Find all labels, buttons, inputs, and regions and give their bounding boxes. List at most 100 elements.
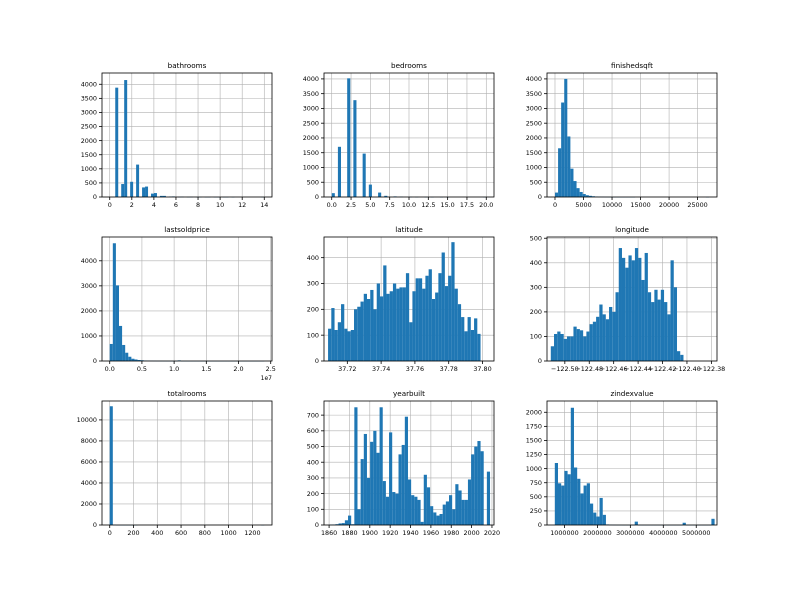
histogram-bar: [682, 522, 686, 525]
histogram-bar: [331, 308, 335, 361]
histogram-bar: [586, 483, 590, 525]
histogram-bar: [337, 322, 342, 361]
histogram-bar: [379, 407, 383, 525]
histogram-bar: [398, 454, 402, 525]
histogram-bar: [615, 292, 619, 361]
x-tick-label: 0.0: [105, 365, 115, 373]
x-tick-label: 5000000: [682, 529, 710, 537]
histogram-bar: [122, 344, 126, 361]
histogram-bar: [567, 474, 571, 525]
histogram-bar: [407, 479, 412, 525]
x-tick-label: 4000000: [649, 529, 677, 537]
y-tick-label: 0: [315, 193, 319, 201]
subplot-title: bathrooms: [168, 61, 207, 70]
histogram-bar: [405, 273, 410, 361]
x-tick-label: 0: [108, 201, 112, 209]
gridlines: [102, 401, 272, 526]
histogram-bar: [457, 304, 462, 361]
y-tick-label: 400: [307, 458, 319, 466]
histogram-bar: [573, 181, 577, 197]
axes-frame: [323, 236, 495, 362]
histogram-bar: [564, 470, 568, 525]
histogram-bar: [647, 292, 652, 361]
x-tick-label: 5000: [575, 201, 591, 209]
y-tick-label: 100: [307, 331, 319, 339]
y-tick-label: 4000: [81, 257, 97, 265]
histogram-bar: [354, 309, 358, 361]
histogram-bar: [560, 333, 564, 361]
x-tick-label: −122.44: [624, 365, 652, 373]
histogram-bar: [589, 503, 594, 525]
x-tick-label: 1000: [220, 529, 236, 537]
histogram-bar: [554, 192, 559, 197]
histogram-bar: [563, 338, 567, 361]
histogram-bar: [445, 501, 450, 525]
histogram-bar: [602, 514, 606, 525]
histogram-bar: [677, 351, 681, 361]
x-tick-label: 25000: [687, 201, 707, 209]
y-tick-label: 3500: [81, 95, 97, 103]
histogram-bar: [402, 287, 406, 361]
histogram-bar: [566, 336, 571, 361]
histogram-bar: [634, 521, 638, 525]
x-tick-label: 37.76: [406, 365, 424, 373]
histogram-bar: [470, 330, 475, 361]
histogram-bar: [392, 492, 396, 525]
histogram-bar: [353, 100, 357, 197]
histogram-bar: [425, 275, 429, 361]
histogram-bar: [554, 333, 558, 361]
y-tick-label: 2000: [526, 134, 542, 142]
histogram-bedrooms: 0.0 2.5 5.0 7.5 10.0 12.5 15.0 17.5 20.0 0 500 1000…: [303, 61, 495, 209]
subplot-title: finishedsqft: [611, 61, 653, 70]
x-tick-label: 12.5: [421, 201, 435, 209]
histogram-bar: [347, 331, 351, 361]
histogram-bar: [366, 477, 371, 525]
y-tick-label: 2000: [81, 137, 97, 145]
y-tick-label: 3500: [303, 90, 319, 98]
histogram-bar: [109, 406, 113, 525]
y-tick-label: 1000: [303, 164, 319, 172]
histogram-bar: [579, 330, 584, 361]
histogram-bar: [477, 333, 481, 361]
x-tick-label: −122.40: [673, 365, 701, 373]
histogram-bar: [567, 136, 571, 197]
histogram-bar: [577, 478, 581, 525]
histogram-bar: [486, 471, 491, 525]
x-axis-offset-label: 1e7: [261, 375, 273, 382]
x-tick-label: 3000000: [616, 529, 644, 537]
x-tick-label: 2: [130, 201, 134, 209]
y-tick-label: 1250: [526, 451, 542, 459]
histogram-bar: [657, 299, 661, 361]
histogram-bar: [474, 446, 478, 525]
histogram-bar: [368, 184, 372, 197]
y-tick-label: 1500: [303, 149, 319, 157]
y-tick-label: 300: [307, 280, 319, 288]
y-tick-label: 0: [93, 357, 97, 365]
x-tick-label: 0: [553, 201, 557, 209]
x-tick-label: 10: [216, 201, 224, 209]
histogram-bar: [586, 331, 590, 361]
histogram-bar: [422, 288, 426, 361]
x-tick-label: 1.5: [201, 365, 211, 373]
histogram-bar: [554, 463, 559, 525]
histogram-bar: [396, 288, 400, 361]
histogram-bar: [452, 509, 456, 525]
histogram-totalrooms: 0 200 400 600 800 1000 1200 0 2000 4000 6000 8000 10…: [77, 389, 273, 537]
histogram-bar: [585, 195, 589, 197]
histogram-bar: [558, 483, 562, 525]
histogram-bar: [121, 184, 125, 197]
y-tick-label: 2500: [81, 123, 97, 131]
histogram-bar: [363, 293, 367, 361]
histogram-bar: [431, 299, 436, 361]
histogram-bar: [618, 248, 622, 361]
y-tick-label: 250: [530, 507, 542, 515]
y-tick-label: 500: [307, 178, 319, 186]
histogram-bar: [341, 523, 345, 525]
histogram-bar: [384, 195, 388, 197]
histogram-bar: [382, 481, 386, 525]
y-tick-label: 300: [307, 474, 319, 482]
x-tick-label: 600: [175, 529, 187, 537]
histogram-bar: [337, 146, 341, 197]
histogram-bar: [631, 260, 635, 361]
